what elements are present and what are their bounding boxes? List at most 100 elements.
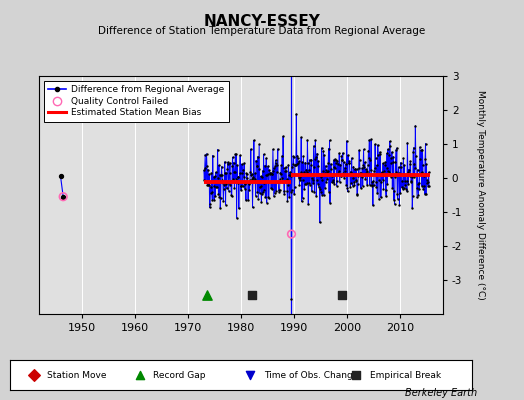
Point [326,161,335,167]
Point [375,177,383,183]
Point [418,183,426,189]
Point [336,173,345,179]
Point [245,187,254,194]
Point [297,134,305,141]
Point [215,172,224,178]
Point [241,181,249,187]
Point [395,201,403,208]
Point [414,180,423,186]
Point [327,166,335,172]
Point [324,146,333,152]
Point [300,186,309,192]
Point [232,175,240,182]
Point [295,158,303,164]
Point [211,192,220,199]
Point [420,183,429,190]
Point [413,194,421,201]
Point [292,162,300,168]
Point [271,163,279,169]
Point [286,169,294,175]
Point [392,168,400,175]
Point [302,166,310,173]
Point [312,154,320,160]
Point [248,176,256,182]
Point [303,160,312,166]
Point [244,196,253,203]
Point [410,161,419,167]
Point [350,178,358,185]
Point [315,184,323,190]
Point [319,168,327,174]
Point [249,174,258,180]
Point [335,150,343,156]
Point [276,170,285,176]
Point [357,174,366,180]
Point [227,192,235,198]
Point [305,157,314,163]
Point [388,149,396,155]
Point [279,165,288,172]
Point [316,185,324,192]
Point [307,162,315,168]
Point [241,186,249,192]
Point [217,164,226,170]
Point [386,174,395,180]
Point [301,181,309,187]
Point [393,191,401,197]
Point [222,170,230,176]
Point [318,192,326,198]
Point [251,175,259,182]
Point [333,158,342,165]
Point [391,174,399,180]
Point [204,182,213,188]
Point [208,189,216,195]
Point [221,159,229,165]
Point [394,170,402,177]
Point [337,153,346,159]
Point [414,192,423,198]
Point [270,165,278,171]
Point [275,187,283,194]
Point [419,186,428,192]
Point [347,180,355,186]
Point [321,185,329,191]
Point [365,137,374,143]
Point [220,182,228,188]
Point [275,188,283,195]
Point [270,190,279,196]
Point [362,166,370,173]
Point [387,160,396,166]
Point [320,152,329,158]
Point [286,172,294,178]
Point [255,190,264,196]
Point [412,172,420,178]
Point [201,178,210,185]
Point [321,163,330,169]
Point [224,160,233,167]
Point [205,171,213,178]
Point [407,178,415,184]
Point [235,178,244,184]
Point [349,175,357,181]
Point [218,172,226,178]
Point [401,171,410,178]
Point [348,182,357,189]
Point [321,170,329,176]
Point [400,178,409,184]
Point [386,143,395,149]
Point [205,204,214,210]
Point [328,179,336,186]
Point [229,176,237,182]
Point [255,166,263,172]
Point [253,163,261,169]
Point [405,166,413,173]
Point [385,169,394,175]
Point [359,162,367,168]
Point [369,202,377,208]
Point [302,169,311,176]
Point [221,170,230,176]
Point [237,182,246,189]
Point [394,196,402,202]
Point [267,171,276,178]
Point [248,204,257,210]
